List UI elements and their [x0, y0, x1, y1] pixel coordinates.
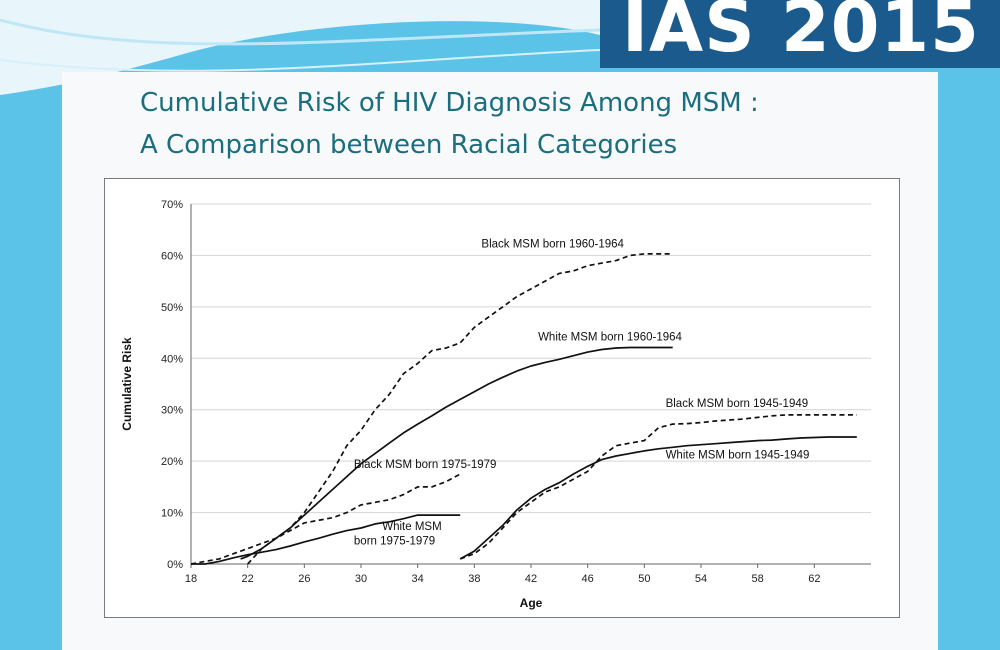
series-label: White MSM born 1945-1949 — [666, 450, 810, 462]
x-tick-label: 62 — [808, 573, 820, 585]
x-tick-label: 38 — [468, 573, 480, 585]
x-tick-label: 30 — [355, 573, 367, 585]
y-tick-label: 60% — [161, 250, 183, 262]
y-tick-label: 40% — [161, 353, 183, 365]
series-line — [240, 346, 673, 560]
cumulative-risk-chart: 0% 10% 20% 30% 40% 50% 60% 70% 18 22 26 30 34 38 42 46 5… — [120, 199, 871, 610]
series-line — [247, 253, 673, 565]
y-tick-label: 10% — [161, 508, 183, 520]
background-swoosh — [0, 0, 601, 95]
x-tick-label: 22 — [242, 573, 254, 585]
series-line — [191, 514, 461, 565]
y-tick-label: 20% — [161, 456, 183, 468]
x-tick-label: 46 — [582, 573, 594, 585]
x-tick-label: 50 — [638, 573, 650, 585]
y-tick-label: 50% — [161, 302, 183, 314]
y-tick-label: 30% — [161, 405, 183, 417]
series-label: Black MSM born 1960-1964 — [481, 239, 624, 251]
series-label: Black MSM born 1945-1949 — [666, 398, 809, 410]
series-line — [459, 436, 857, 560]
series-label: White MSM born 1960-1964 — [538, 331, 682, 343]
x-tick-label: 34 — [412, 573, 424, 585]
x-tick-label: 26 — [298, 573, 310, 585]
x-tick-label: 42 — [525, 573, 537, 585]
y-tick-label: 0% — [167, 559, 183, 571]
series-label: White MSM — [382, 521, 441, 533]
series-line — [190, 473, 461, 565]
series-label: born 1975-1979 — [354, 535, 435, 547]
x-tick-label: 18 — [185, 573, 197, 585]
x-axis-title: Age — [520, 596, 543, 610]
series-line — [459, 414, 857, 560]
y-axis-title: Cumulative Risk — [120, 337, 134, 431]
x-tick-label: 58 — [752, 573, 764, 585]
slide-title-line-1: Cumulative Risk of HIV Diagnosis Among M… — [140, 88, 759, 118]
chart-frame: 0% 10% 20% 30% 40% 50% 60% 70% 18 22 26 30 34 38 42 46 5… — [104, 178, 900, 618]
y-tick-label: 70% — [161, 199, 183, 211]
series-label: Black MSM born 1975-1979 — [354, 459, 497, 471]
slide-title-line-2: A Comparison between Racial Categories — [140, 130, 678, 160]
x-tick-label: 54 — [695, 573, 707, 585]
conference-logo: IAS 2015 — [600, 0, 1000, 68]
